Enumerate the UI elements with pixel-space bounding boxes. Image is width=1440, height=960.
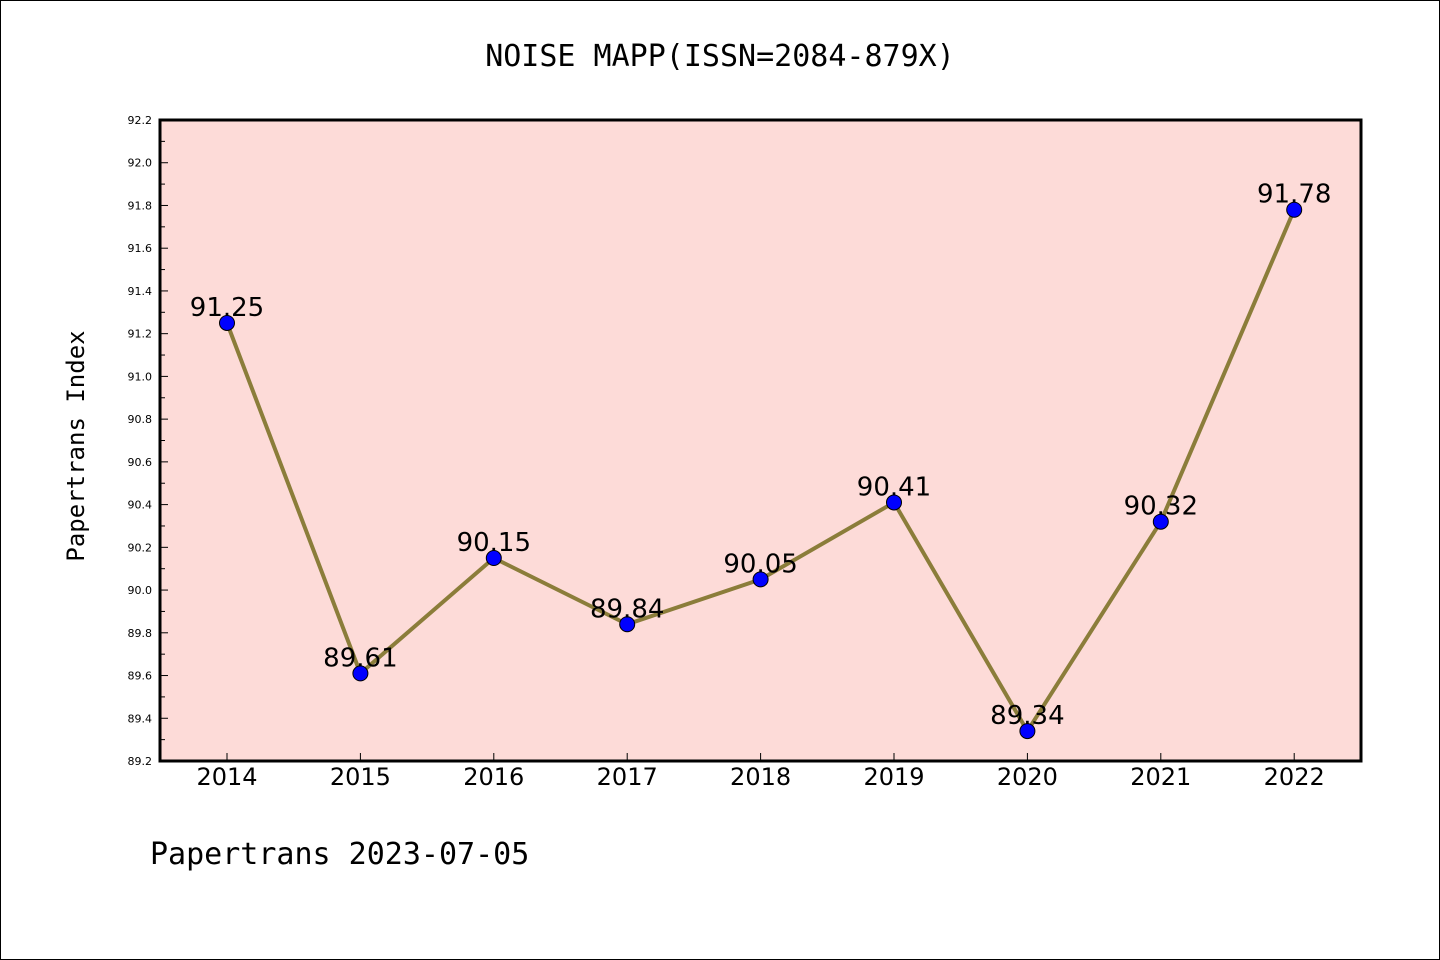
y-tick-label: 91.4 xyxy=(128,285,153,298)
data-label: 91.25 xyxy=(190,293,264,323)
x-tick-label: 2016 xyxy=(463,763,524,791)
y-tick-label: 89.8 xyxy=(128,627,153,640)
data-point xyxy=(619,616,636,633)
data-labels-group: 91.25 89.61 90.15 89.84 90.05 90.41 89.34 90.32… xyxy=(190,180,1332,731)
x-tick-label: 2019 xyxy=(863,763,924,791)
x-tick-label: 2015 xyxy=(330,763,391,791)
y-axis-label: Papertrans Index xyxy=(62,330,90,561)
y-tick-label: 92.0 xyxy=(128,157,153,170)
x-tick-label: 2014 xyxy=(196,763,257,791)
x-tick-label: 2020 xyxy=(997,763,1058,791)
data-label: 90.41 xyxy=(857,472,931,502)
x-tick-label: 2017 xyxy=(597,763,658,791)
data-point xyxy=(219,314,235,331)
data-label: 89.84 xyxy=(590,594,664,624)
data-label: 89.34 xyxy=(990,701,1064,731)
data-label: 90.05 xyxy=(723,549,797,579)
data-point xyxy=(1019,723,1036,740)
data-label: 90.32 xyxy=(1124,492,1198,522)
x-tick-label: 2021 xyxy=(1130,763,1191,791)
y-axis-ticks: 89.2 89.4 89.6 89.8 90.0 90.2 90.4 90.6 90.8 91.0… xyxy=(128,114,168,768)
x-tick-label: 2018 xyxy=(730,763,791,791)
data-point xyxy=(1152,513,1169,530)
y-tick-label: 91.0 xyxy=(128,370,153,383)
y-tick-label: 89.6 xyxy=(128,670,153,683)
x-tick-label: 2022 xyxy=(1264,763,1325,791)
y-tick-label: 92.2 xyxy=(128,114,153,127)
data-label: 89.61 xyxy=(323,643,397,673)
data-point xyxy=(485,550,502,567)
data-point xyxy=(752,571,769,588)
chart-title: NOISE MAPP(ISSN=2084-879X) xyxy=(485,39,955,74)
data-point xyxy=(1286,201,1303,218)
data-label: 90.15 xyxy=(457,528,531,558)
y-tick-label: 90.6 xyxy=(128,456,153,469)
y-tick-label: 89.2 xyxy=(128,755,153,768)
series-markers-group xyxy=(219,201,1303,740)
y-tick-label: 90.2 xyxy=(128,541,153,554)
y-tick-label: 91.8 xyxy=(128,199,153,212)
y-tick-label: 89.4 xyxy=(128,712,153,725)
y-tick-label: 90.0 xyxy=(128,584,153,597)
y-tick-label: 91.2 xyxy=(128,328,153,341)
plot-area xyxy=(158,118,1363,763)
x-axis-ticks: 2014 2015 2016 2017 2018 2019 2020 2021 2022 xyxy=(196,753,1325,791)
y-tick-label: 90.4 xyxy=(128,499,153,512)
y-tick-label: 90.8 xyxy=(128,413,153,426)
y-tick-label: 91.6 xyxy=(128,242,153,255)
data-label: 91.78 xyxy=(1257,180,1331,210)
data-point xyxy=(886,494,902,511)
footer-credit: Papertrans 2023-07-05 xyxy=(150,837,529,872)
data-point xyxy=(352,665,369,682)
